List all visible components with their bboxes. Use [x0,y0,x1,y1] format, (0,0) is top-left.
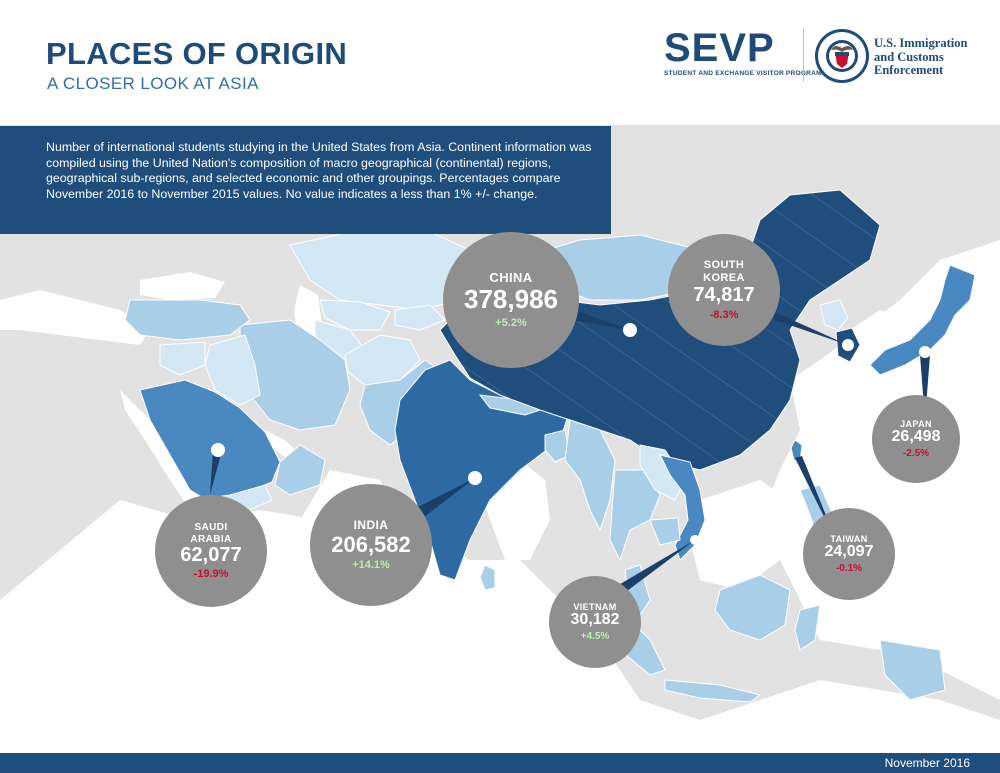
country-kyrgyzstan [394,304,446,331]
sea-south-china [690,480,790,590]
bubble-south-korea: SOUTH KOREA 74,817 -8.3% [668,234,780,346]
country-myanmar [564,419,616,532]
bubble-vietnam: VIETNAM 30,182 +4.5% [549,576,641,668]
bubble-value: 62,077 [180,544,242,566]
bubble-japan: JAPAN 26,498 -2.5% [872,395,960,483]
country-sulawesi [794,604,821,651]
country-turkey [124,299,251,341]
connector-vietnam [610,540,695,600]
bubble-value: 206,582 [331,531,411,557]
bubble-china: CHINA 378,986 +5.2% [443,232,579,368]
bubble-country-name: SAUDI ARABIA [190,522,232,545]
country-oman [274,444,326,496]
bubble-value: 74,817 [693,283,755,306]
country-borneo [714,574,791,641]
country-java [664,679,762,703]
logo-divider [803,28,804,82]
country-japan [869,264,976,376]
dot-saudi-arabia [211,443,225,457]
country-afghanistan [344,334,421,386]
country-syria [159,341,206,376]
country-bangladesh [544,429,571,463]
bubble-country-name: INDIA [353,518,389,533]
page-subtitle: A CLOSER LOOK AT ASIA [47,74,259,93]
country-vietnam [659,454,706,561]
bubble-value: 378,986 [464,283,558,314]
dot-china [623,323,637,337]
bubble-change: +4.5% [580,631,610,643]
country-saudi-arabia [139,379,281,503]
country-sri-lanka [479,564,496,591]
bubble-change: -0.1% [835,563,863,575]
sevp-logo: SEVP [664,26,775,70]
country-uzbekistan [319,299,391,331]
info-text: Number of international students studyin… [46,140,592,201]
sea-black [140,272,225,300]
bubble-change: -8.3% [709,308,739,321]
bubble-country-name: TAIWAN [830,533,868,544]
bubble-country-name: VIETNAM [573,601,617,612]
country-cambodia [649,517,681,546]
bubble-taiwan: TAIWAN 24,097 -0.1% [803,508,895,600]
info-box: Number of international students studyin… [0,126,611,234]
dot-south-korea [842,339,854,351]
page-title: PLACES OF ORIGIN [46,36,348,71]
country-laos [639,444,686,501]
bubble-change: -2.5% [902,448,930,460]
bubble-change: -19.9% [193,568,229,580]
ice-line-3: Enforcement [874,63,944,77]
bubble-change: +5.2% [495,317,527,330]
country-papua [879,639,946,701]
sevp-full-name: STUDENT AND EXCHANGE VISITOR PROGRAM [664,70,822,77]
footer-date: November 2016 [884,756,970,770]
connector-saudi-arabia [210,450,222,495]
connector-south-korea [770,310,848,345]
dot-india [468,471,482,485]
bubble-country-name: CHINA [489,269,533,285]
header: PLACES OF ORIGIN A CLOSER LOOK AT ASIA S… [0,0,1000,125]
bubble-india: INDIA 206,582 +14.1% [310,484,432,606]
country-russia [250,125,1000,240]
footer-bar: November 2016 [0,753,1000,773]
bubble-value: 30,182 [570,611,620,629]
sea-mediterranean [0,290,150,345]
country-north-korea [819,299,849,331]
bubble-value: 26,498 [891,428,941,446]
country-iraq [204,334,261,406]
bubble-change: +14.1% [352,558,390,571]
connector-india [412,478,475,520]
bubble-value: 24,097 [824,543,874,561]
sea-red [120,390,200,510]
dhs-seal-icon [815,29,869,83]
ice-line-1: U.S. Immigration [874,36,968,50]
bubble-saudi-arabia: SAUDI ARABIA 62,077 -19.9% [155,495,267,607]
ice-line-2: and Customs [874,49,944,64]
ice-agency-name: U.S. Immigration and Customs Enforcement [874,36,968,78]
bubble-country-name: SOUTH KOREA [703,259,745,284]
bubble-country-name: JAPAN [900,418,932,429]
connector-japan [920,355,930,420]
dot-japan [919,346,931,358]
dot-vietnam [690,535,700,545]
